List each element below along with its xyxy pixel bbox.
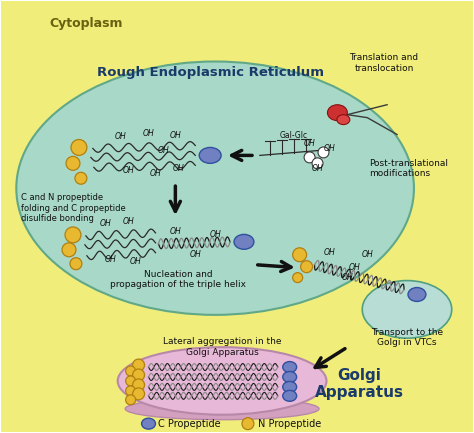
Text: N Propeptide: N Propeptide xyxy=(258,419,321,429)
Circle shape xyxy=(312,158,323,169)
Circle shape xyxy=(70,258,82,270)
Text: OH: OH xyxy=(115,132,127,141)
Ellipse shape xyxy=(199,148,221,163)
Text: OH: OH xyxy=(324,144,335,153)
Circle shape xyxy=(301,261,312,273)
Circle shape xyxy=(126,386,136,396)
Text: OH: OH xyxy=(123,217,135,226)
Text: OH: OH xyxy=(157,146,169,155)
Text: C and N propeptide
folding and C propeptide
disulfide bonding: C and N propeptide folding and C propept… xyxy=(21,193,126,223)
Circle shape xyxy=(126,376,136,386)
Ellipse shape xyxy=(125,398,319,420)
Ellipse shape xyxy=(283,381,297,392)
Circle shape xyxy=(304,152,315,163)
Circle shape xyxy=(318,147,329,158)
Text: OH: OH xyxy=(150,169,161,178)
Circle shape xyxy=(292,248,307,262)
Text: Rough Endoplasmic Reticulum: Rough Endoplasmic Reticulum xyxy=(97,66,324,79)
Text: Transport to the
Golgi in VTCs: Transport to the Golgi in VTCs xyxy=(371,327,443,347)
Text: OH: OH xyxy=(100,220,112,229)
Ellipse shape xyxy=(234,234,254,249)
Text: Golgi
Apparatus: Golgi Apparatus xyxy=(315,368,404,400)
Text: OH: OH xyxy=(209,230,221,239)
Text: OH: OH xyxy=(324,248,335,257)
Circle shape xyxy=(292,273,302,283)
Circle shape xyxy=(133,388,145,400)
Ellipse shape xyxy=(362,281,452,338)
Text: C Propeptide: C Propeptide xyxy=(158,419,221,429)
Text: OH: OH xyxy=(173,164,184,173)
Ellipse shape xyxy=(118,347,327,415)
Circle shape xyxy=(65,227,81,243)
Text: Post-translational
modifications: Post-translational modifications xyxy=(369,158,448,178)
Text: OH: OH xyxy=(105,255,117,264)
Text: OH: OH xyxy=(190,250,201,259)
Ellipse shape xyxy=(337,115,350,125)
Ellipse shape xyxy=(283,362,297,372)
Circle shape xyxy=(242,418,254,430)
Circle shape xyxy=(126,395,136,405)
Text: Cytoplasm: Cytoplasm xyxy=(49,17,123,30)
Text: OH: OH xyxy=(361,250,373,259)
Circle shape xyxy=(62,243,76,257)
Circle shape xyxy=(66,156,80,170)
Circle shape xyxy=(133,369,145,381)
Circle shape xyxy=(126,366,136,376)
Text: OH: OH xyxy=(304,139,316,148)
Circle shape xyxy=(75,172,87,184)
Ellipse shape xyxy=(408,288,426,301)
Ellipse shape xyxy=(283,372,297,382)
Ellipse shape xyxy=(283,391,297,401)
Text: Nucleation and
propagation of the triple helix: Nucleation and propagation of the triple… xyxy=(110,270,246,289)
Text: OH: OH xyxy=(170,227,181,236)
Text: Gal-Glc: Gal-Glc xyxy=(280,131,308,140)
Text: OH: OH xyxy=(170,131,181,140)
Text: OH: OH xyxy=(123,166,135,175)
Circle shape xyxy=(133,359,145,371)
Text: OH: OH xyxy=(311,164,323,173)
Text: Translation and
translocation: Translation and translocation xyxy=(349,53,419,73)
Text: Lateral aggregation in the
Golgi Apparatus: Lateral aggregation in the Golgi Apparat… xyxy=(163,337,282,357)
Ellipse shape xyxy=(16,61,414,315)
Text: OH: OH xyxy=(130,257,141,266)
Ellipse shape xyxy=(328,105,347,121)
Text: OH: OH xyxy=(143,129,155,138)
Text: OH: OH xyxy=(341,273,353,282)
Ellipse shape xyxy=(142,418,155,429)
Text: OH: OH xyxy=(348,263,360,272)
Circle shape xyxy=(71,139,87,155)
Circle shape xyxy=(133,379,145,391)
